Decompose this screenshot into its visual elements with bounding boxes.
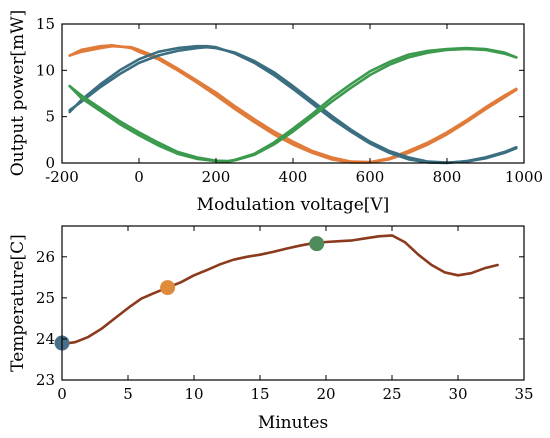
- top-chart-x-tick-label: -200: [45, 168, 79, 186]
- bottom-chart-x-ticks: 0 5 10 15 20 25 30 35: [57, 226, 534, 403]
- bottom-chart-y-tick-label: 25: [36, 289, 55, 307]
- top-chart-x-ticks: -200 0 200 400 600 800 1000: [45, 24, 543, 186]
- top-chart-y-axis-label: Output power[mW]: [8, 10, 28, 177]
- top-chart-series-line-3: [68, 45, 518, 164]
- bottom-chart-marker-2: [309, 236, 325, 252]
- bottom-chart-x-tick-label: 5: [123, 385, 133, 403]
- bottom-chart-x-axis-label: Minutes: [258, 413, 328, 433]
- bottom-chart-x-tick-label: 35: [514, 385, 533, 403]
- bottom-chart-series-group: [60, 234, 499, 346]
- top-chart-y-tick-label: 10: [36, 61, 55, 79]
- bottom-chart-x-tick-label: 20: [316, 385, 335, 403]
- bottom-chart-y-tick-label: 23: [36, 371, 55, 389]
- bottom-chart-x-tick-label: 25: [382, 385, 401, 403]
- bottom-chart-y-axis-label: Temperature[C]: [8, 234, 28, 372]
- bottom-chart-x-tick-label: 30: [448, 385, 467, 403]
- top-chart-y-tick-label: 0: [45, 154, 55, 172]
- top-chart-x-tick-label: 200: [202, 168, 231, 186]
- top-chart-y-ticks: 0 5 10 15: [36, 15, 524, 172]
- bottom-chart-marker-1: [160, 280, 176, 296]
- top-chart-series-group: [68, 43, 518, 165]
- bottom-chart-y-tick-label: 26: [36, 248, 55, 266]
- bottom-chart-x-tick-label: 15: [250, 385, 269, 403]
- top-chart-x-tick-label: 800: [433, 168, 462, 186]
- top-chart-x-tick-label: 0: [134, 168, 144, 186]
- top-chart-y-tick-label: 15: [36, 15, 55, 33]
- bottom-chart-series-line-0: [60, 234, 499, 346]
- bottom-chart-y-ticks: 23 24 25 26: [36, 248, 524, 389]
- top-chart-x-tick-label: 400: [279, 168, 308, 186]
- bottom-chart: 0 5 10 15 20 25 30 35 23 24 25 26 Minutes Temperat…: [8, 225, 534, 433]
- bottom-chart-x-tick-label: 0: [57, 385, 67, 403]
- top-chart-series-line-5: [68, 46, 518, 163]
- top-chart-x-tick-label: 600: [356, 168, 385, 186]
- top-chart-y-tick-label: 5: [45, 108, 55, 126]
- top-chart-x-axis-label: Modulation voltage[V]: [197, 195, 390, 215]
- bottom-chart-frame: [61, 225, 525, 381]
- top-chart-x-tick-label: 1000: [505, 168, 543, 186]
- bottom-chart-x-tick-label: 10: [184, 385, 203, 403]
- bottom-chart-y-tick-label: 24: [36, 330, 55, 348]
